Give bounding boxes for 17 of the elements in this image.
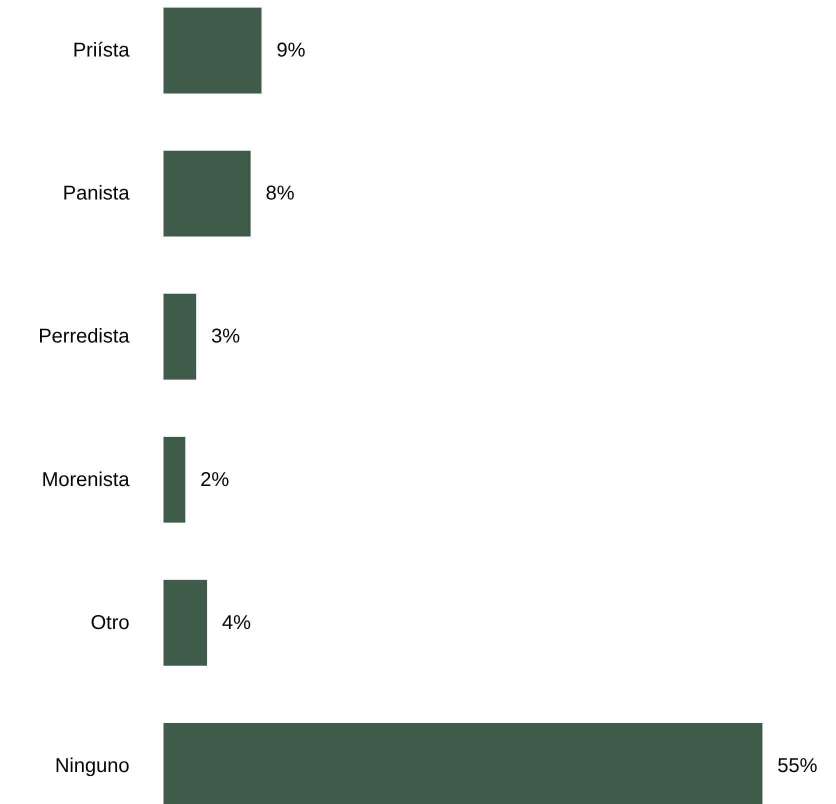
y-tick-label: Otro — [90, 612, 130, 634]
data-label: 3% — [211, 326, 240, 348]
y-tick-label: Ninguno — [55, 754, 130, 777]
bar — [164, 294, 196, 380]
y-tick-label: Perredista — [38, 326, 130, 348]
bar — [164, 8, 262, 94]
y-tick-label: Priísta — [72, 40, 130, 62]
bar — [164, 580, 208, 666]
data-label: 9% — [276, 40, 306, 62]
bar — [164, 436, 186, 523]
bar — [164, 150, 251, 237]
y-tick-label: Panista — [62, 182, 130, 205]
data-label: 4% — [222, 612, 252, 634]
data-label: 2% — [200, 468, 230, 491]
data-label: 8% — [266, 182, 295, 205]
data-label: 55% — [777, 754, 818, 777]
y-tick-label: Morenista — [42, 468, 130, 491]
